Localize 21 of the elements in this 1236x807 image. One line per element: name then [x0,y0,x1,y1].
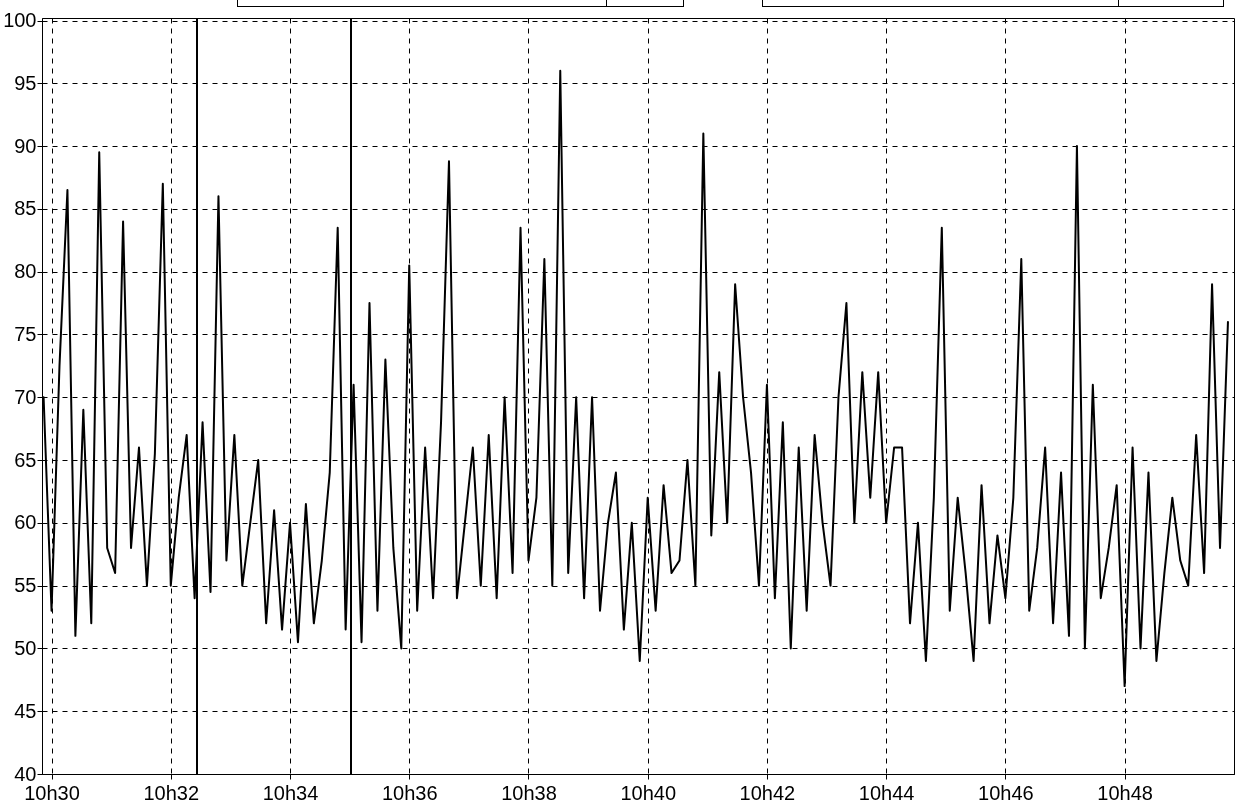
y-tick-label: 75 [14,322,37,345]
x-tick-label: 10h38 [501,781,557,804]
y-tick-label: 90 [14,134,37,157]
y-tick-label: 85 [14,197,37,220]
y-tick-label: 70 [14,385,37,408]
x-tick-label: 10h48 [1097,781,1153,804]
y-tick-label: 55 [14,574,37,597]
y-tick-label: 100 [3,9,37,32]
x-tick-label: 10h46 [978,781,1034,804]
x-tick-label: 10h42 [739,781,796,804]
x-tick-label: 10h34 [262,781,319,804]
x-tick-label: 10h32 [143,781,200,804]
y-tick-label: 80 [14,260,37,283]
y-tick-label: 45 [14,699,37,722]
x-tick-label: 10h40 [620,781,677,804]
x-tick-label: 10h44 [858,781,915,804]
y-tick-label: 60 [14,511,37,534]
y-tick-label: 95 [14,71,37,94]
y-tick-label: 65 [14,448,37,471]
x-tick-label: 10h36 [381,781,438,804]
y-tick-label: 50 [14,636,37,659]
